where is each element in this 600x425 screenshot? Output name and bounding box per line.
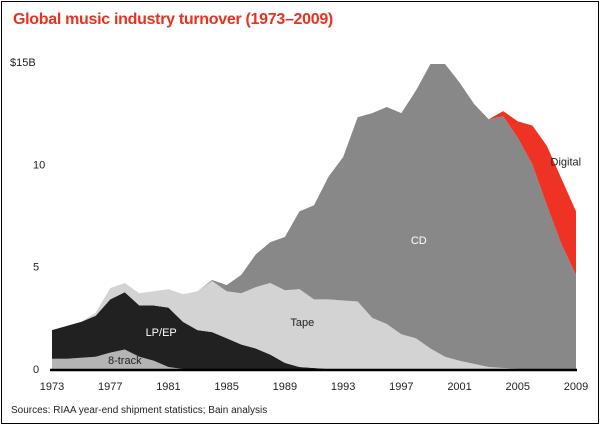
- x-tick-label: 1993: [331, 381, 355, 393]
- stacked-area-chart: 0 5 10 $15B 1973 1977 1981 1985 1989 1993 1997 200…: [10, 57, 588, 393]
- series-label-lp-ep: LP/EP: [146, 327, 177, 339]
- y-tick-label: 5: [33, 262, 39, 274]
- area-lp-ep: [52, 292, 576, 369]
- x-tick-label: 1985: [214, 381, 238, 393]
- y-tick-label: $15B: [10, 57, 36, 69]
- chart-title: Global music industry turnover (1973–200…: [13, 11, 333, 28]
- series-labels: 8-track LP/EP Tape CD Digital: [108, 156, 581, 367]
- source-note: Sources: RIAA year-end shipment statisti…: [11, 405, 268, 416]
- x-tick-label: 1973: [40, 381, 64, 393]
- y-tick-label: 0: [33, 364, 39, 376]
- series-label-tape: Tape: [290, 317, 314, 329]
- series-label-8-track: 8-track: [108, 355, 142, 367]
- area-8-track: [52, 349, 576, 369]
- x-tick-label: 2005: [506, 381, 530, 393]
- area-series-group: [52, 64, 576, 370]
- y-tick-labels: 0 5 10 $15B: [10, 57, 45, 376]
- x-tick-label: 1977: [98, 381, 122, 393]
- area-tape: [52, 280, 576, 369]
- x-tick-label: 2001: [447, 381, 471, 393]
- series-label-digital: Digital: [551, 156, 582, 168]
- x-tick-label: 1989: [273, 381, 297, 393]
- series-label-cd: CD: [411, 235, 427, 247]
- x-tick-label: 2009: [564, 381, 588, 393]
- x-tick-labels: 1973 1977 1981 1985 1989 1993 1997 2001 2005 2009: [40, 381, 588, 393]
- x-tick-label: 1981: [156, 381, 180, 393]
- x-tick-label: 1997: [389, 381, 413, 393]
- y-tick-label: 10: [33, 159, 45, 171]
- area-cd: [52, 64, 576, 370]
